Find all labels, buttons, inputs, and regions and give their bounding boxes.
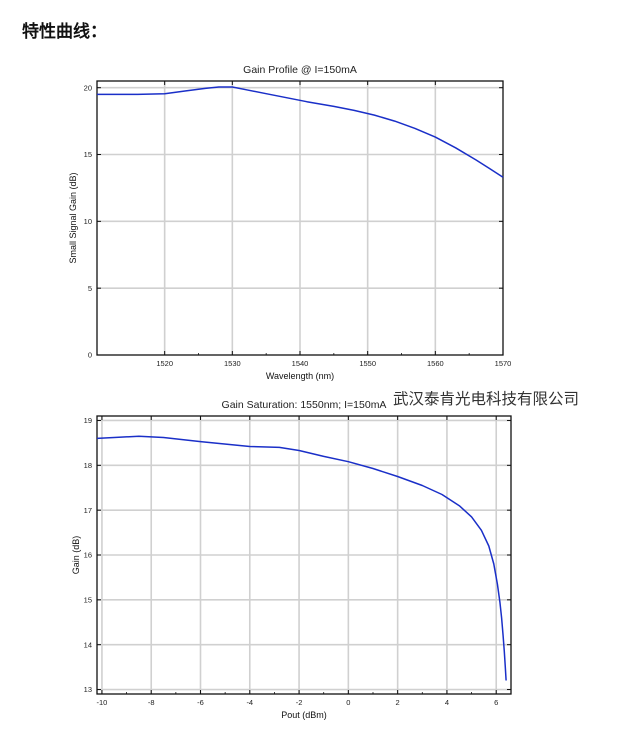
series-line: [97, 86, 504, 178]
x-tick-label: -2: [296, 698, 303, 707]
section-heading: 特性曲线：: [22, 22, 107, 42]
y-tick-label: 17: [84, 506, 92, 515]
y-tick-label: 18: [84, 461, 92, 470]
chart-title: Gain Saturation: 1550nm; I=150mA: [222, 399, 387, 411]
y-tick-label: 14: [84, 640, 92, 649]
series-line: [96, 435, 507, 681]
y-axis-label: Gain (dB): [71, 536, 81, 575]
company-watermark: 武汉泰肯光电科技有限公司: [393, 390, 580, 408]
y-tick-label: 0: [88, 351, 92, 360]
y-axis-label: Small Signal Gain (dB): [68, 172, 78, 263]
x-tick-label: -10: [97, 698, 108, 707]
x-tick-label: 1540: [292, 359, 309, 368]
y-tick-label: 13: [84, 685, 92, 694]
x-tick-label: 1570: [495, 359, 512, 368]
x-axis-label: Pout (dBm): [281, 710, 327, 720]
x-tick-label: 1530: [224, 359, 241, 368]
x-axis-label: Wavelength (nm): [266, 371, 334, 381]
y-tick-label: 5: [88, 284, 92, 293]
y-tick-label: 15: [84, 150, 92, 159]
x-tick-label: 1550: [359, 359, 376, 368]
x-tick-label: 1560: [427, 359, 444, 368]
x-tick-label: 0: [346, 698, 350, 707]
chart-title: Gain Profile @ I=150mA: [243, 64, 357, 76]
x-tick-label: 6: [494, 698, 498, 707]
y-tick-label: 10: [84, 217, 92, 226]
x-tick-label: -8: [148, 698, 155, 707]
x-tick-label: 1520: [156, 359, 173, 368]
y-tick-label: 15: [84, 596, 92, 605]
x-tick-label: 4: [445, 698, 449, 707]
y-tick-label: 19: [84, 416, 92, 425]
y-tick-label: 20: [84, 83, 92, 92]
y-tick-label: 16: [84, 551, 92, 560]
x-tick-label: 2: [396, 698, 400, 707]
x-tick-label: -6: [197, 698, 204, 707]
x-tick-label: -4: [246, 698, 253, 707]
